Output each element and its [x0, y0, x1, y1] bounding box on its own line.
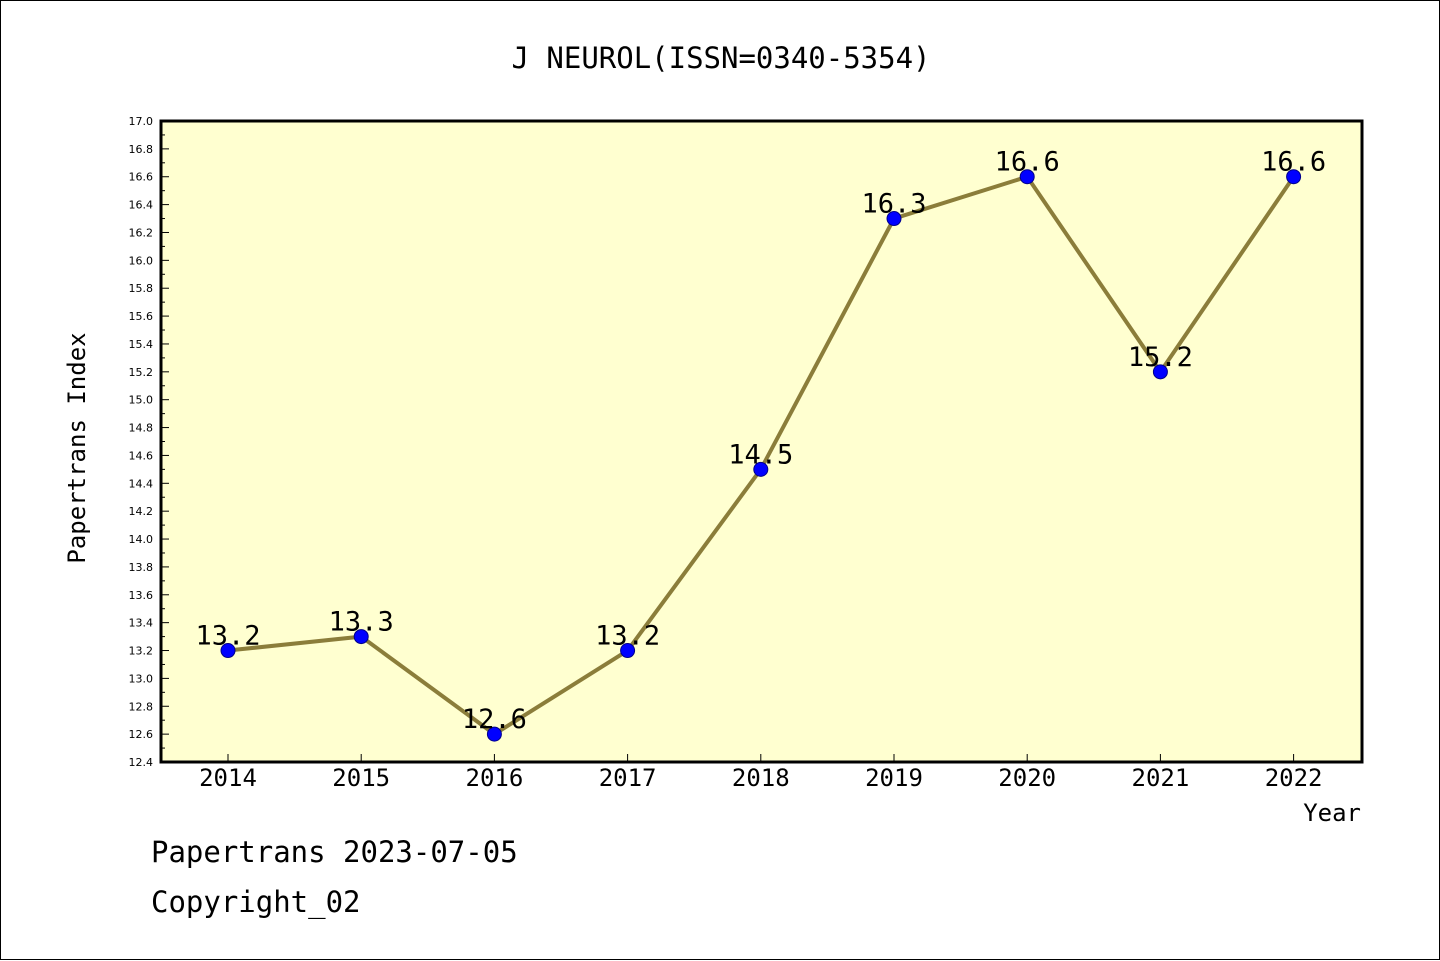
- data-point-marker: [620, 643, 636, 659]
- data-point-marker: [1286, 169, 1302, 185]
- y-tick-label: 15.2: [129, 366, 154, 379]
- x-tick-label: 2021: [1132, 764, 1190, 792]
- x-axis-label: Year: [1303, 799, 1361, 827]
- y-axis-label: Papertrans Index: [63, 332, 91, 563]
- footer-copyright: Copyright_02: [151, 885, 361, 919]
- y-tick-label: 14.0: [129, 533, 154, 546]
- x-tick-label: 2019: [865, 764, 923, 792]
- y-tick-label: 13.6: [129, 589, 154, 602]
- data-point-marker: [353, 629, 369, 645]
- y-tick-label: 13.4: [129, 617, 154, 630]
- x-tick-label: 2016: [466, 764, 524, 792]
- y-tick-label: 14.6: [129, 449, 154, 462]
- data-label: 16.6: [1261, 147, 1326, 178]
- x-tick-label: 2014: [199, 764, 257, 792]
- chart-title: J NEUROL(ISSN=0340-5354): [511, 41, 930, 75]
- y-tick-label: 12.4: [129, 756, 154, 769]
- y-tick-label: 15.6: [129, 310, 154, 323]
- data-label: 13.2: [195, 621, 260, 652]
- data-label: 16.3: [861, 189, 926, 220]
- data-label: 14.5: [728, 439, 793, 470]
- y-tick-label: 15.0: [129, 394, 154, 407]
- y-tick-label: 14.2: [129, 505, 154, 518]
- y-tick-label: 16.4: [129, 199, 154, 212]
- data-point-marker: [220, 643, 236, 659]
- x-tick-label: 2017: [599, 764, 657, 792]
- data-point-marker: [1152, 364, 1168, 380]
- plot-area: [159, 119, 1364, 764]
- series: [220, 169, 1302, 742]
- y-axis: 12.4 12.6 12.8 13.0 13.2 13.4 13.6 13.8 14.0 14.2…: [129, 115, 169, 769]
- y-tick-label: 14.8: [129, 422, 154, 435]
- data-labels: 13.2 13.3 12.6 13.2 14.5 16.3 16.6 15.2 16.6: [195, 147, 1326, 735]
- y-tick-label: 12.6: [129, 728, 154, 741]
- x-tick-label: 2020: [998, 764, 1056, 792]
- x-axis: 2014 2015 2016 2017 2018 2019 2020 2021 2022: [199, 754, 1322, 792]
- data-label: 15.2: [1128, 342, 1193, 373]
- data-label: 16.6: [995, 147, 1060, 178]
- data-label: 12.6: [462, 704, 527, 735]
- data-point-marker: [486, 726, 502, 742]
- y-tick-label: 12.8: [129, 700, 154, 713]
- y-tick-label: 15.4: [129, 338, 154, 351]
- y-tick-label: 16.6: [129, 171, 154, 184]
- data-point-marker: [1019, 169, 1035, 185]
- y-tick-label: 16.0: [129, 254, 154, 267]
- y-tick-label: 14.4: [129, 477, 154, 490]
- footer-date: Papertrans 2023-07-05: [151, 835, 518, 869]
- x-tick-label: 2018: [732, 764, 790, 792]
- x-tick-label: 2015: [332, 764, 390, 792]
- y-tick-label: 16.8: [129, 143, 154, 156]
- data-point-marker: [753, 461, 769, 477]
- y-tick-label: 15.8: [129, 282, 154, 295]
- y-tick-label: 17.0: [129, 115, 154, 128]
- y-tick-label: 13.2: [129, 645, 154, 658]
- y-tick-label: 13.8: [129, 561, 154, 574]
- y-tick-label: 16.2: [129, 226, 154, 239]
- y-tick-label: 13.0: [129, 672, 154, 685]
- data-label: 13.2: [595, 621, 660, 652]
- data-label: 13.3: [329, 607, 394, 638]
- data-point-marker: [886, 211, 902, 227]
- x-tick-label: 2022: [1265, 764, 1323, 792]
